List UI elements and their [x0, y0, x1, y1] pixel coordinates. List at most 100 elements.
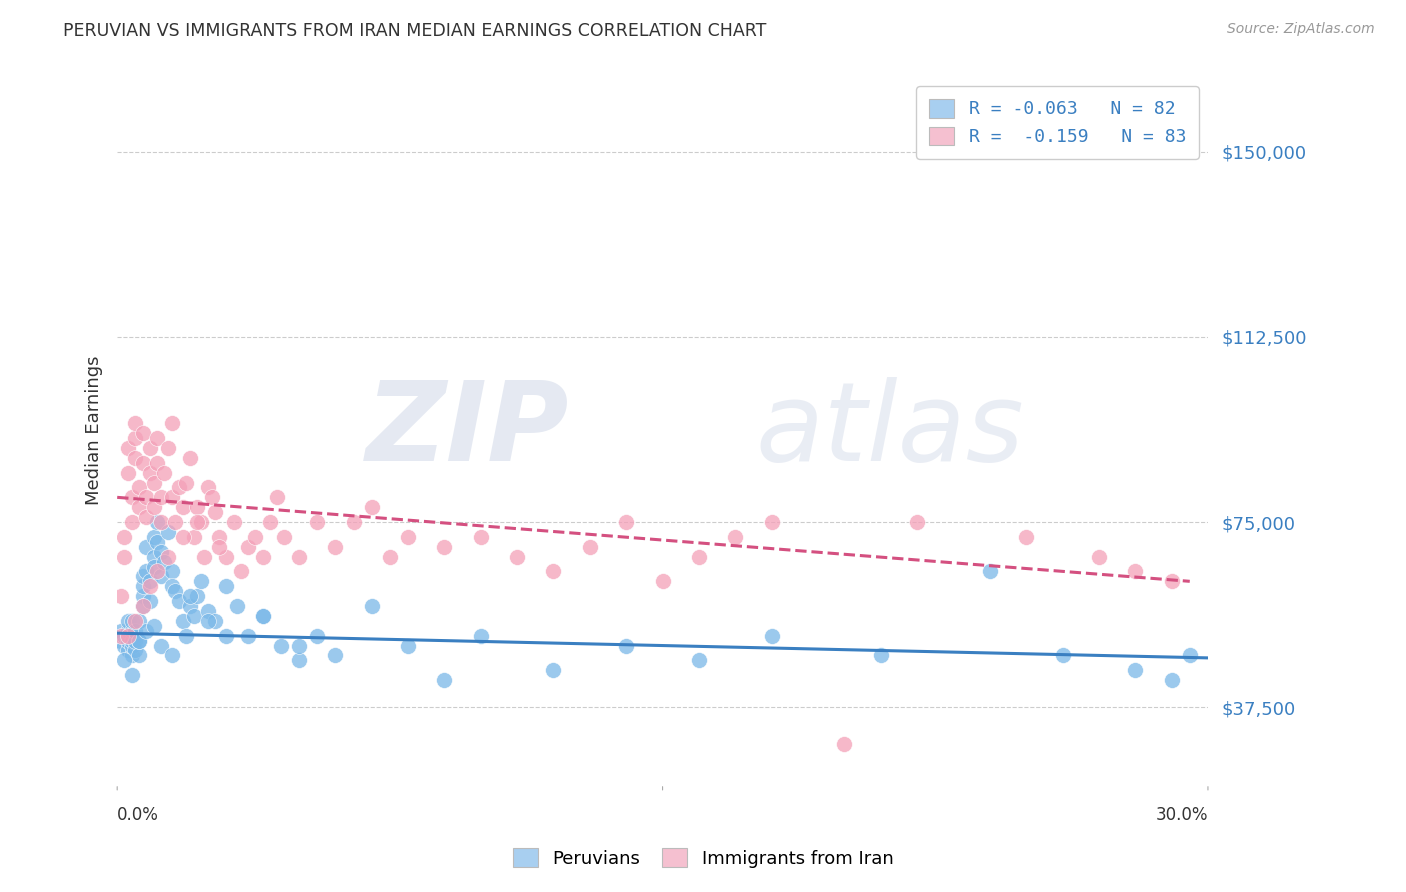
Legend: R = -0.063   N = 82, R =  -0.159   N = 83: R = -0.063 N = 82, R = -0.159 N = 83: [917, 87, 1199, 159]
Point: [117, 441, 139, 455]
Point: [266, 491, 288, 505]
Y-axis label: Median Earnings: Median Earnings: [86, 356, 103, 506]
Point: [117, 643, 139, 657]
Point: [142, 619, 165, 633]
Point: [114, 629, 136, 643]
Point: [688, 549, 710, 564]
Point: [259, 515, 281, 529]
Point: [110, 629, 132, 643]
Point: [128, 480, 150, 494]
Point: [1178, 648, 1201, 663]
Point: [174, 475, 197, 490]
Point: [236, 540, 259, 554]
Text: ZIP: ZIP: [367, 377, 569, 484]
Point: [124, 431, 146, 445]
Point: [174, 629, 197, 643]
Point: [149, 569, 172, 583]
Point: [470, 530, 492, 544]
Point: [117, 624, 139, 638]
Point: [1160, 574, 1182, 589]
Point: [142, 530, 165, 544]
Point: [1123, 565, 1146, 579]
Point: [165, 515, 187, 529]
Text: atlas: atlas: [755, 377, 1024, 484]
Point: [121, 614, 143, 628]
Point: [186, 515, 208, 529]
Point: [160, 416, 183, 430]
Point: [1088, 549, 1111, 564]
Point: [121, 624, 143, 638]
Point: [543, 565, 565, 579]
Point: [270, 639, 292, 653]
Point: [146, 456, 169, 470]
Point: [905, 515, 928, 529]
Point: [396, 530, 419, 544]
Point: [979, 565, 1001, 579]
Point: [139, 441, 162, 455]
Point: [110, 624, 132, 638]
Point: [1015, 530, 1038, 544]
Point: [226, 599, 249, 613]
Text: 0.0%: 0.0%: [117, 806, 159, 824]
Point: [139, 466, 162, 480]
Point: [128, 633, 150, 648]
Point: [128, 614, 150, 628]
Point: [124, 450, 146, 465]
Point: [139, 579, 162, 593]
Point: [128, 500, 150, 515]
Point: [160, 491, 183, 505]
Point: [288, 639, 311, 653]
Point: [135, 510, 157, 524]
Point: [614, 515, 637, 529]
Point: [761, 629, 783, 643]
Point: [325, 540, 347, 554]
Point: [208, 540, 231, 554]
Point: [433, 540, 456, 554]
Point: [252, 608, 274, 623]
Point: [117, 614, 139, 628]
Point: [190, 574, 212, 589]
Point: [470, 629, 492, 643]
Point: [142, 549, 165, 564]
Point: [167, 594, 190, 608]
Point: [179, 599, 201, 613]
Point: [117, 466, 139, 480]
Point: [124, 614, 146, 628]
Point: [204, 505, 226, 519]
Point: [222, 515, 245, 529]
Point: [128, 633, 150, 648]
Point: [121, 491, 143, 505]
Point: [139, 574, 162, 589]
Point: [288, 549, 311, 564]
Point: [193, 549, 215, 564]
Point: [124, 643, 146, 657]
Point: [342, 515, 364, 529]
Point: [215, 549, 238, 564]
Legend: Peruvians, Immigrants from Iran: Peruvians, Immigrants from Iran: [502, 838, 904, 879]
Point: [114, 639, 136, 653]
Point: [1052, 648, 1074, 663]
Point: [121, 639, 143, 653]
Point: [149, 639, 172, 653]
Point: [124, 633, 146, 648]
Point: [160, 565, 183, 579]
Point: [135, 540, 157, 554]
Point: [215, 579, 238, 593]
Point: [201, 491, 224, 505]
Point: [135, 491, 157, 505]
Point: [360, 599, 382, 613]
Point: [579, 540, 602, 554]
Point: [1123, 663, 1146, 677]
Point: [121, 515, 143, 529]
Point: [131, 569, 153, 583]
Point: [172, 530, 194, 544]
Point: [131, 426, 153, 441]
Point: [1160, 673, 1182, 687]
Point: [139, 594, 162, 608]
Point: [131, 599, 153, 613]
Point: [124, 624, 146, 638]
Point: [183, 530, 205, 544]
Point: [197, 604, 219, 618]
Point: [167, 480, 190, 494]
Point: [190, 515, 212, 529]
